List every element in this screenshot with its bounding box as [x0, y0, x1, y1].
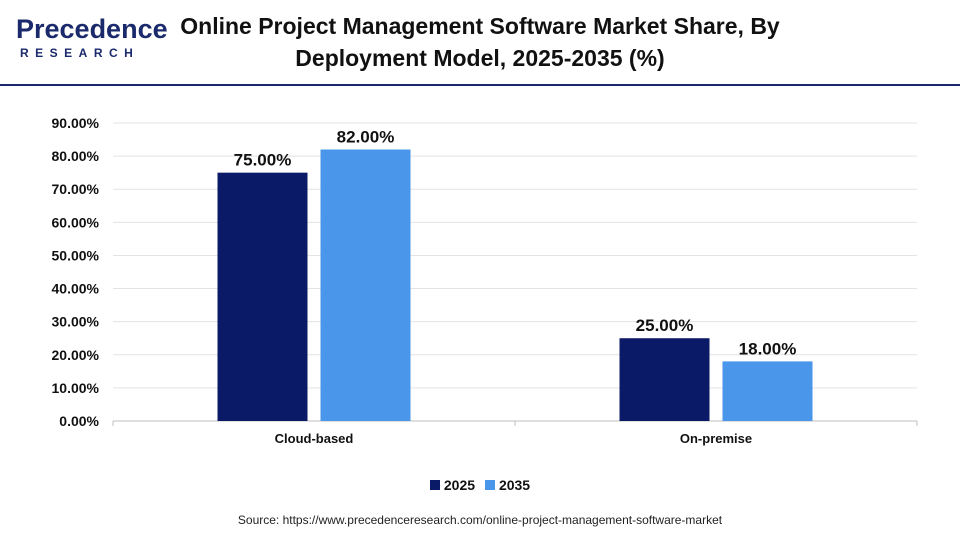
y-tick-label: 10.00%	[52, 380, 100, 396]
legend-item-2035[interactable]: 2035	[484, 477, 531, 493]
brand-logo[interactable]: Precedence RESEARCH	[16, 14, 168, 64]
x-tick-label: On-premise	[680, 431, 752, 446]
y-tick-label: 80.00%	[52, 148, 100, 164]
header-divider	[0, 84, 960, 86]
logo-subtitle: RESEARCH	[20, 46, 140, 60]
bar-2025-on-premise	[619, 338, 710, 421]
y-tick-label: 90.00%	[52, 115, 100, 131]
bar-2035-on-premise	[722, 361, 813, 421]
y-tick-label: 20.00%	[52, 347, 100, 363]
y-tick-label: 60.00%	[52, 214, 100, 230]
bar-chart: 0.00% 10.00% 20.00% 30.00% 40.00% 50.00% 60.00…	[52, 115, 918, 446]
x-tick-label: Cloud-based	[275, 431, 354, 446]
data-label: 82.00%	[337, 127, 395, 146]
chart-title-line-1: Online Project Management Software Marke…	[180, 13, 780, 39]
y-tick-label: 70.00%	[52, 181, 100, 197]
logo-wordmark: Precedence	[16, 14, 168, 44]
chart-title: Online Project Management Software Marke…	[180, 10, 780, 74]
source-note[interactable]: Source: https://www.precedenceresearch.c…	[237, 513, 723, 527]
y-tick-label: 0.00%	[59, 413, 99, 429]
data-label: 18.00%	[739, 339, 797, 358]
y-tick-label: 40.00%	[52, 281, 100, 297]
chart-title-line-2: Deployment Model, 2025-2035 (%)	[295, 45, 665, 71]
header: Precedence RESEARCH Online Project Manag…	[0, 0, 960, 86]
legend: 2025 2035	[0, 477, 960, 493]
legend-swatch-2025	[429, 480, 440, 490]
legend-swatch-2035	[484, 480, 495, 490]
y-tick-label: 50.00%	[52, 247, 100, 263]
y-tick-label: 30.00%	[52, 314, 100, 330]
data-label: 25.00%	[636, 316, 694, 335]
legend-item-2025[interactable]: 2025	[429, 477, 476, 493]
legend-label-2035: 2035	[498, 477, 531, 493]
bar-2035-cloud-based	[320, 149, 411, 421]
bar-2025-cloud-based	[217, 172, 308, 421]
legend-label-2025: 2025	[443, 477, 476, 493]
data-label: 75.00%	[234, 151, 292, 170]
